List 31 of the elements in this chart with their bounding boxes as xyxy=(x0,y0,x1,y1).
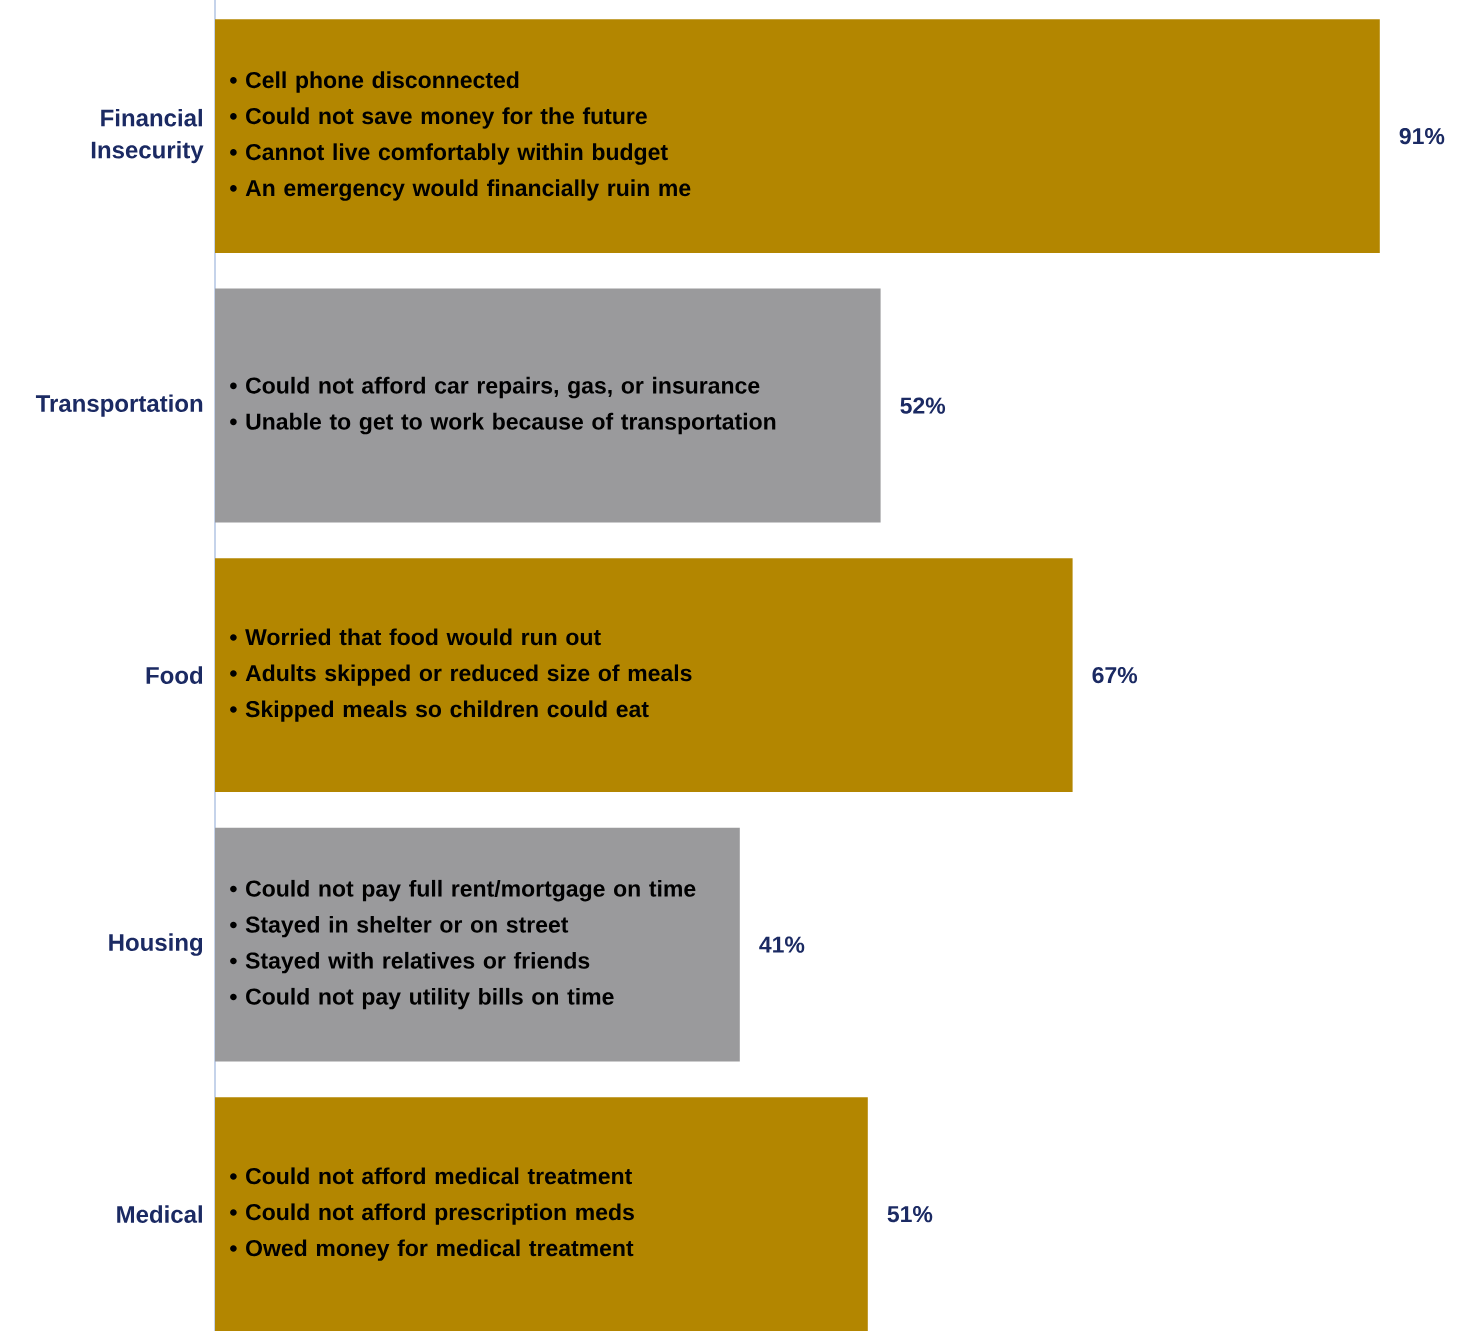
annotation: • Unable to get to work because of transportation xyxy=(230,412,776,435)
annotation: • An emergency would financially ruin me xyxy=(230,179,691,201)
data-label: 52% xyxy=(900,397,946,414)
y-tick-label: Medical xyxy=(117,1205,202,1223)
bar xyxy=(215,19,1380,254)
annotation: • Stayed in shelter or on street xyxy=(230,915,569,938)
annotation: • Worried that food would run out xyxy=(230,628,601,646)
annotation: • Could not afford prescription meds xyxy=(230,1203,634,1225)
bar xyxy=(215,827,740,1062)
data-label: 51% xyxy=(887,1205,933,1223)
y-tick-label: Transportation xyxy=(35,394,203,417)
annotation: • Stayed with relatives or friends xyxy=(230,951,590,974)
annotation: • Could not pay utility bills on time xyxy=(230,987,614,1010)
y-tick-label: Housing xyxy=(109,933,203,956)
annotation: • Skipped meals so children could eat xyxy=(230,700,649,722)
annotation: • Could not afford medical treatment xyxy=(230,1167,632,1185)
bar xyxy=(215,558,1073,793)
annotation: • Could not afford car repairs, gas, or insurance xyxy=(230,376,760,399)
annotation: • Cell phone disconnected xyxy=(230,71,519,93)
annotation: • Cannot live comfortably within budget xyxy=(230,143,668,165)
data-label: 41% xyxy=(759,936,805,953)
y-tick-label: Food xyxy=(146,666,203,684)
bar xyxy=(215,288,881,523)
annotation: • Owed money for medical treatment xyxy=(230,1239,634,1261)
annotation: • Adults skipped or reduced size of meals xyxy=(230,664,692,686)
data-label: 91% xyxy=(1399,127,1445,145)
y-tick-label: Financial Insecurity xyxy=(91,108,204,164)
bar xyxy=(215,1097,868,1331)
annotation: • Could not pay full rent/mortgage on time xyxy=(230,879,696,902)
data-label: 67% xyxy=(1092,666,1138,684)
annotation: • Could not save money for the future xyxy=(230,107,647,129)
